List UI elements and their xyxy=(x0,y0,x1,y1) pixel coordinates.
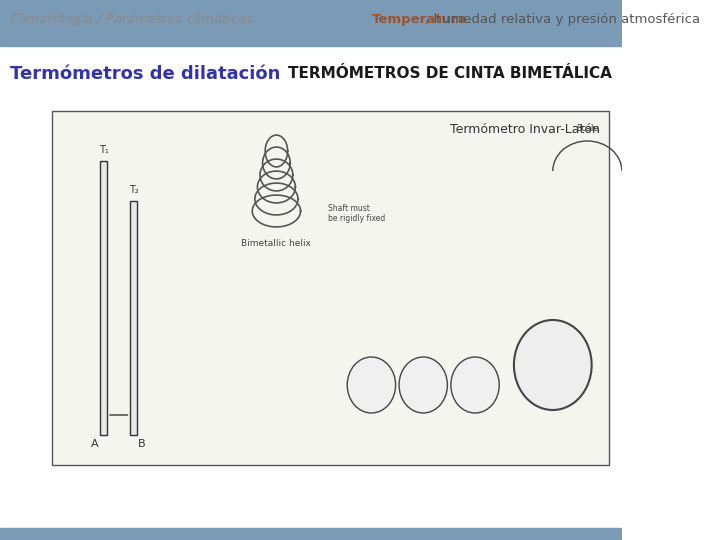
Bar xyxy=(0,0,622,38)
Bar xyxy=(100,161,107,435)
Text: B: B xyxy=(138,439,146,449)
Circle shape xyxy=(514,320,592,410)
Text: Scale: Scale xyxy=(576,124,598,133)
Text: Climatología / Parámetros climáticos: Climatología / Parámetros climáticos xyxy=(10,12,253,25)
Circle shape xyxy=(347,357,395,413)
Text: Termómetros de dilatación: Termómetros de dilatación xyxy=(10,65,281,83)
Text: , humedad relativa y presión atmosférica: , humedad relativa y presión atmosférica xyxy=(425,12,700,25)
Text: T₁: T₁ xyxy=(99,145,109,155)
Circle shape xyxy=(451,357,499,413)
Bar xyxy=(130,201,138,435)
Text: Bimetallic helix: Bimetallic helix xyxy=(241,239,311,248)
Bar xyxy=(0,528,622,540)
Text: Shaft must
be rigidly fixed: Shaft must be rigidly fixed xyxy=(328,204,385,223)
Text: T₂: T₂ xyxy=(129,185,139,195)
Text: Temperatura: Temperatura xyxy=(372,12,467,25)
Text: Termómetro Invar-Latón: Termómetro Invar-Latón xyxy=(451,123,600,136)
Text: A: A xyxy=(91,439,99,449)
Text: TERMÓMETROS DE CINTA BIMETÁLICA: TERMÓMETROS DE CINTA BIMETÁLICA xyxy=(288,66,611,82)
Bar xyxy=(52,111,609,465)
Circle shape xyxy=(399,357,447,413)
Bar xyxy=(0,38,622,46)
